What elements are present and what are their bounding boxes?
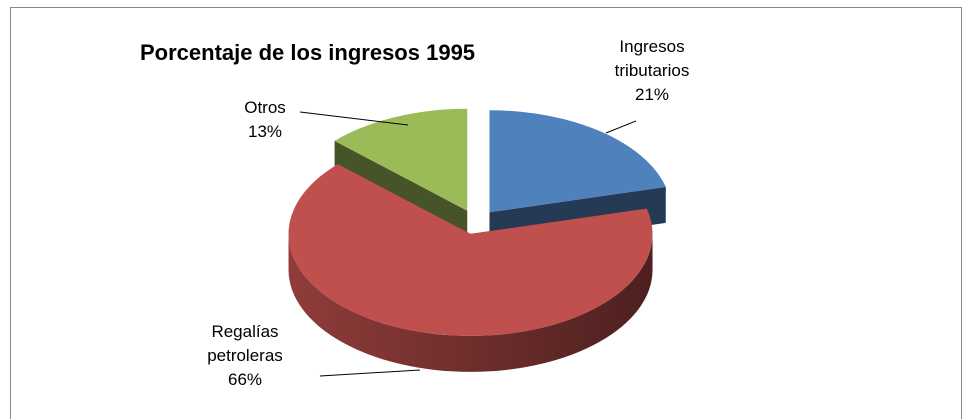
chart-title: Porcentaje de los ingresos 1995 bbox=[140, 40, 476, 65]
value-label: 66% bbox=[227, 370, 263, 389]
value-label: 13% bbox=[247, 122, 283, 141]
leader-line bbox=[299, 111, 409, 126]
slice-label: Regalías petroleras 66% bbox=[180, 320, 310, 392]
category-label: Otros bbox=[244, 98, 286, 117]
slice bbox=[288, 164, 653, 336]
slice bbox=[489, 110, 666, 213]
leader-line bbox=[605, 120, 637, 134]
slice-wall bbox=[288, 233, 653, 372]
category-label: Regalías petroleras bbox=[207, 322, 283, 365]
leader-line bbox=[319, 369, 421, 377]
slice-label: Ingresos tributarios 21% bbox=[592, 35, 712, 107]
category-label: Ingresos tributarios bbox=[614, 37, 690, 80]
slice bbox=[334, 108, 468, 211]
value-label: 21% bbox=[634, 85, 670, 104]
slice-label: Otros 13% bbox=[225, 96, 305, 144]
